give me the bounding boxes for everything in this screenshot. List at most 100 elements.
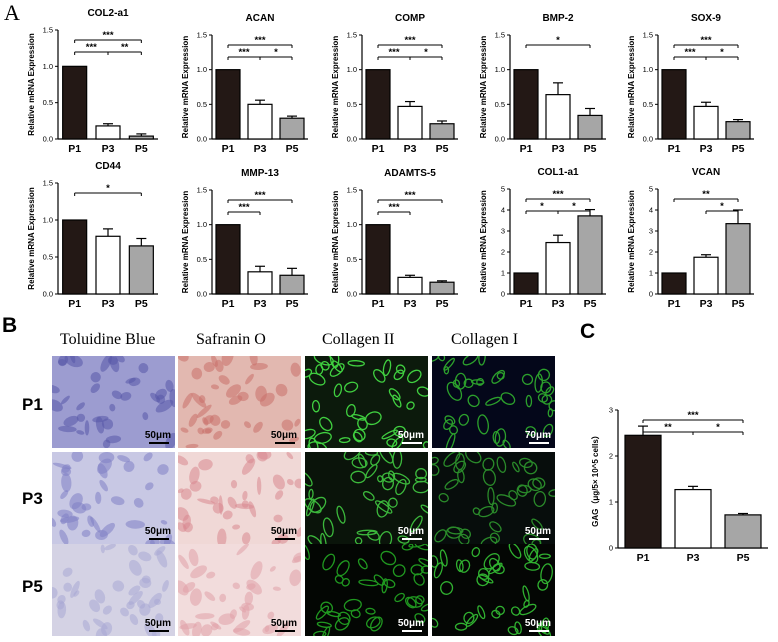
significance-label: *** bbox=[86, 42, 97, 53]
cell-shape bbox=[59, 529, 69, 544]
bar-P3 bbox=[545, 94, 571, 140]
y-axis-label: Relative mRNA Expression bbox=[27, 33, 36, 136]
cell-shape bbox=[523, 533, 542, 544]
x-tick-label: P3 bbox=[700, 143, 713, 155]
cell-shape bbox=[232, 524, 241, 530]
cell-shape bbox=[63, 582, 72, 592]
bar-P5 bbox=[577, 215, 603, 295]
cell-shape bbox=[448, 425, 459, 435]
cell-shape bbox=[81, 529, 91, 538]
micrograph-P1-4: 70μm bbox=[432, 356, 555, 448]
cell-shape bbox=[465, 613, 479, 627]
cell-shape bbox=[70, 580, 80, 598]
cell-shape bbox=[218, 375, 230, 385]
y-tick-label: 0.5 bbox=[43, 253, 53, 262]
cell-shape bbox=[120, 607, 129, 617]
cell-shape bbox=[343, 452, 362, 461]
cell-shape bbox=[483, 553, 500, 570]
y-axis-label: Relative mRNA Expression bbox=[331, 36, 340, 139]
cell-shape bbox=[305, 544, 310, 561]
y-tick-label: 1.5 bbox=[347, 186, 357, 195]
cell-shape bbox=[190, 565, 207, 579]
cell-shape bbox=[510, 606, 521, 616]
x-tick-label: P3 bbox=[102, 298, 115, 310]
cell-shape bbox=[374, 500, 393, 514]
y-tick-label: 1.0 bbox=[643, 65, 653, 74]
cell-shape bbox=[90, 383, 100, 394]
significance-label: ** bbox=[664, 422, 672, 433]
chart-title: VCAN bbox=[692, 167, 720, 178]
scale-bar bbox=[149, 630, 169, 632]
cell-shape bbox=[366, 616, 381, 629]
cell-shape bbox=[110, 496, 125, 506]
cell-shape bbox=[178, 554, 189, 570]
cell-shape bbox=[87, 515, 95, 527]
cell-texture bbox=[178, 356, 301, 448]
scale-bar bbox=[402, 442, 422, 444]
x-tick-label: P5 bbox=[135, 143, 148, 155]
scale-bar bbox=[149, 442, 169, 444]
y-tick-label: 1.5 bbox=[43, 179, 53, 188]
cell-shape bbox=[220, 420, 231, 429]
cell-shape bbox=[52, 384, 60, 394]
cell-shape bbox=[192, 621, 202, 636]
cell-shape bbox=[370, 616, 383, 632]
y-tick-label: 5 bbox=[501, 185, 505, 194]
bar-P1 bbox=[661, 272, 687, 295]
cell-shape bbox=[246, 583, 256, 590]
cell-shape bbox=[123, 461, 135, 472]
cell-shape bbox=[76, 402, 85, 411]
y-tick-label: 0.0 bbox=[43, 135, 53, 144]
cell-shape bbox=[418, 558, 428, 568]
x-tick-label: P1 bbox=[372, 298, 385, 310]
cell-shape bbox=[415, 468, 428, 480]
panel-label-b: B bbox=[2, 314, 18, 337]
cell-texture bbox=[178, 544, 301, 636]
cell-shape bbox=[227, 496, 237, 509]
y-tick-label: 1.0 bbox=[197, 220, 207, 229]
cell-shape bbox=[305, 428, 316, 440]
cell-shape bbox=[286, 479, 294, 486]
cell-shape bbox=[262, 624, 279, 635]
significance-label: *** bbox=[404, 35, 415, 46]
cell-shape bbox=[150, 537, 160, 544]
cell-shape bbox=[95, 529, 108, 541]
cell-shape bbox=[133, 498, 144, 508]
micrograph-P1-2: 50μm bbox=[178, 356, 301, 448]
x-tick-label: P1 bbox=[637, 552, 650, 564]
bar-P1 bbox=[513, 272, 539, 295]
bar-P1 bbox=[62, 219, 88, 295]
cell-shape bbox=[111, 390, 123, 400]
cell-shape bbox=[281, 419, 294, 431]
scale-bar bbox=[149, 538, 169, 540]
cell-shape bbox=[320, 601, 334, 614]
y-tick-label: 0.0 bbox=[347, 135, 357, 144]
cell-shape bbox=[63, 415, 79, 427]
cell-shape bbox=[351, 457, 368, 469]
x-tick-label: P3 bbox=[552, 298, 565, 310]
scale-bar-label: 50μm bbox=[397, 526, 424, 537]
cell-shape bbox=[115, 356, 125, 363]
bar-P1 bbox=[62, 65, 88, 140]
x-tick-label: P3 bbox=[700, 298, 713, 310]
cell-shape bbox=[200, 624, 213, 636]
cell-shape bbox=[305, 498, 315, 517]
cell-shape bbox=[95, 491, 102, 505]
cell-shape bbox=[319, 416, 333, 432]
cell-shape bbox=[100, 356, 113, 372]
cell-shape bbox=[249, 356, 258, 366]
cell-shape bbox=[139, 603, 151, 616]
cell-shape bbox=[454, 622, 468, 631]
chart-title: MMP-13 bbox=[241, 168, 279, 179]
bar-P5 bbox=[429, 281, 455, 295]
cell-shape bbox=[69, 356, 76, 364]
cell-shape bbox=[532, 477, 546, 490]
x-tick-label: P1 bbox=[68, 143, 81, 155]
micrograph-P5-3: 50μm bbox=[305, 544, 428, 636]
significance-label: * bbox=[556, 35, 560, 46]
cell-shape bbox=[211, 356, 218, 367]
cell-shape bbox=[373, 369, 386, 383]
cell-shape bbox=[477, 414, 489, 435]
y-tick-label: 0.5 bbox=[43, 98, 53, 107]
cell-shape bbox=[540, 381, 552, 394]
